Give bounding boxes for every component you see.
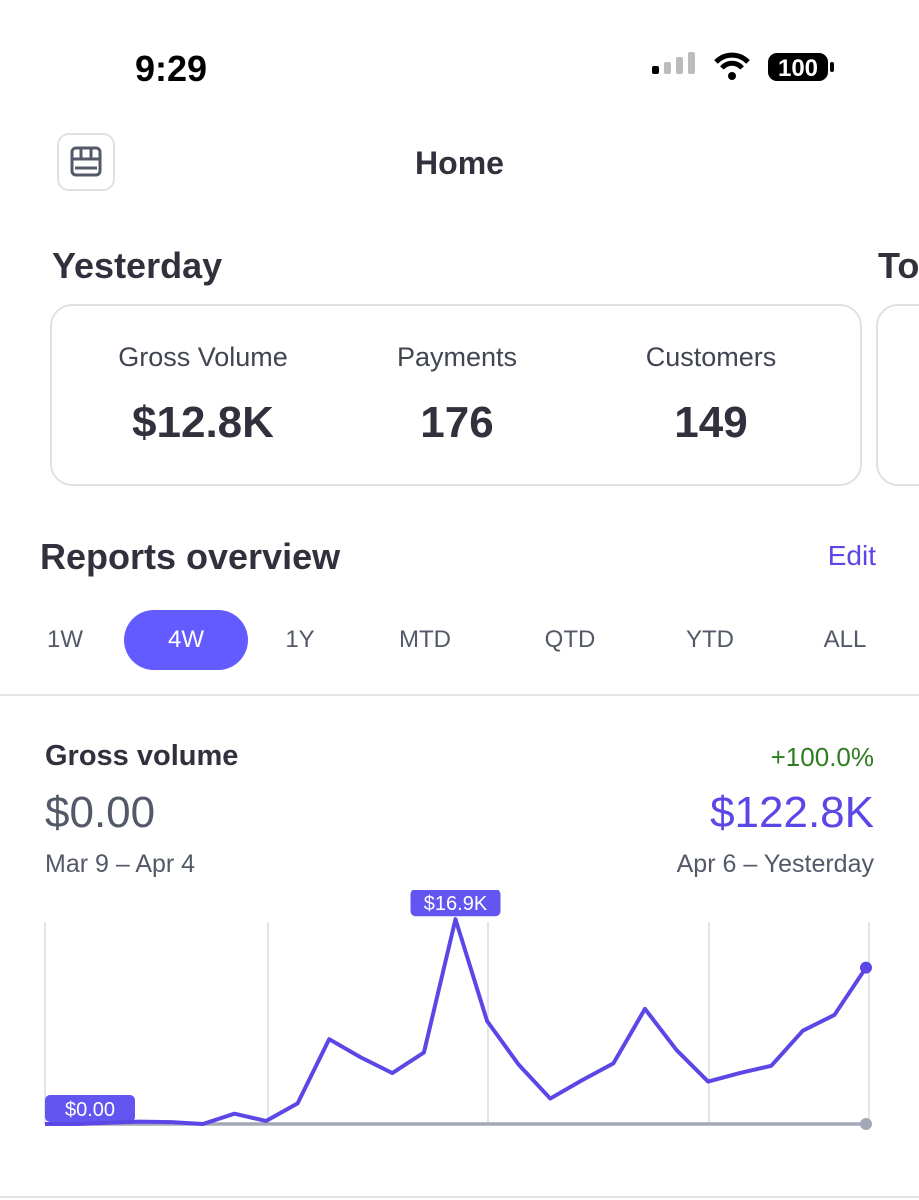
metric-change: +100.0% xyxy=(770,742,874,772)
stat-value: 149 xyxy=(674,398,748,447)
page-title: Home xyxy=(415,145,504,181)
value-label-bg xyxy=(45,1095,135,1122)
stat-label: Gross Volume xyxy=(118,342,288,372)
edit-button[interactable]: Edit xyxy=(827,540,876,571)
section-title: Yesterday xyxy=(52,245,223,286)
value-label-bg xyxy=(410,890,501,917)
current-value: $122.8K xyxy=(710,788,874,837)
stat-value: 176 xyxy=(420,398,494,447)
value-label: $16.9K xyxy=(424,893,488,915)
section-title: Reports overview xyxy=(40,536,341,577)
status-icons: 100 xyxy=(652,52,834,82)
end-point xyxy=(860,961,872,974)
range-tab[interactable]: 4W xyxy=(124,610,248,670)
store-icon xyxy=(70,146,102,177)
stats-card: Gross Volume $12.8K Payments 176 Customers… xyxy=(50,304,862,486)
metric-title: Gross volume xyxy=(45,740,239,772)
divider xyxy=(0,1196,919,1198)
value-label: $0.00 xyxy=(65,1099,115,1121)
store-button[interactable] xyxy=(57,133,115,191)
battery-level: 100 xyxy=(778,55,818,82)
divider xyxy=(0,694,919,696)
range-tab[interactable]: YTD xyxy=(686,626,734,653)
status-time: 9:29 xyxy=(135,48,208,89)
end-point xyxy=(860,1118,872,1130)
stat-value: $12.8K xyxy=(132,398,274,447)
chart: $0.00 $16.9K xyxy=(44,890,872,1130)
range-tab[interactable]: MTD xyxy=(399,626,451,653)
previous-value: $0.00 xyxy=(45,788,156,837)
range-tab[interactable]: 1W xyxy=(47,626,83,653)
stats-card xyxy=(876,304,919,486)
range-tab[interactable]: QTD xyxy=(544,626,596,653)
current-range: Apr 6 – Yesterday xyxy=(676,850,874,878)
series-line xyxy=(45,917,868,1126)
section-title: To xyxy=(878,245,919,286)
stat-label: Payments xyxy=(396,342,518,372)
stat-label: Customers xyxy=(645,342,777,372)
range-tab[interactable]: 1Y xyxy=(285,626,315,653)
range-tab[interactable]: ALL xyxy=(823,626,867,653)
previous-range: Mar 9 – Apr 4 xyxy=(45,850,196,878)
